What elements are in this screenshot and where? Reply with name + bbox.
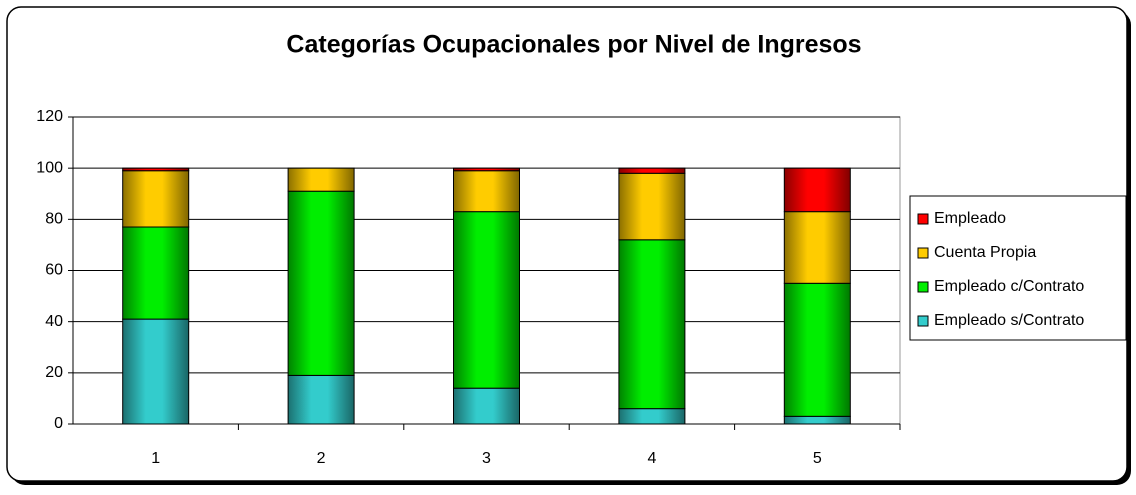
- chart-title: Categorías Ocupacionales por Nivel de In…: [286, 31, 861, 59]
- bar-segment: [783, 167, 851, 213]
- x-tick-label: 4: [647, 450, 656, 467]
- legend-label: Cuenta Propia: [934, 244, 1036, 261]
- y-tick-label: 0: [54, 415, 63, 432]
- legend-swatch: [917, 315, 929, 327]
- legend-swatch: [917, 247, 929, 259]
- bar-segment: [783, 282, 851, 417]
- bar-segment: [453, 167, 520, 172]
- bar-segment: [287, 190, 355, 376]
- bar-segment: [618, 239, 686, 410]
- bar-segment: [122, 170, 190, 228]
- bar-segment: [122, 318, 190, 425]
- legend-swatch: [917, 281, 929, 293]
- x-tick-label: 1: [151, 450, 160, 467]
- y-tick-label: 100: [36, 159, 63, 176]
- bar-segment: [122, 226, 190, 320]
- x-tick-label: 3: [482, 450, 491, 467]
- y-tick-label: 20: [45, 364, 63, 381]
- bar-segment: [122, 167, 190, 172]
- bar-segment: [618, 172, 686, 241]
- bar-segment: [453, 170, 520, 213]
- bar-segment: [453, 387, 520, 425]
- bar-segment: [783, 211, 851, 284]
- y-tick-label: 80: [45, 211, 63, 228]
- bar-segment: [618, 408, 686, 425]
- legend-label: Empleado s/Contrato: [934, 312, 1084, 329]
- bar-segment: [453, 211, 520, 389]
- legend-box: [909, 195, 1127, 341]
- bar-segment: [783, 415, 851, 425]
- legend-swatch: [917, 213, 929, 225]
- bar-segment: [287, 374, 355, 425]
- x-tick-label: 5: [813, 450, 822, 467]
- bar-segment: [618, 167, 686, 174]
- y-tick-label: 120: [36, 108, 63, 125]
- x-tick-label: 2: [317, 450, 326, 467]
- y-tick-label: 60: [45, 262, 63, 279]
- legend-label: Empleado: [934, 210, 1006, 227]
- legend-label: Empleado c/Contrato: [934, 278, 1084, 295]
- y-tick-label: 40: [45, 313, 63, 330]
- bar-segment: [287, 167, 355, 192]
